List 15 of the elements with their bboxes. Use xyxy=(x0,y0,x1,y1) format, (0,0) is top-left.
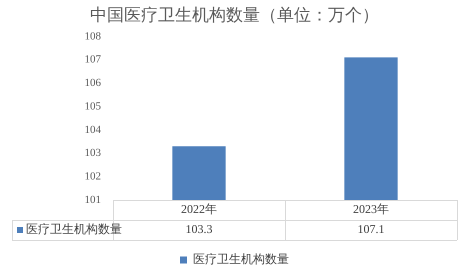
y-tick-label: 101 xyxy=(84,194,101,206)
text: 医疗卫生机构数量 xyxy=(26,222,122,236)
x-tick-label: 2022年 xyxy=(181,202,217,216)
chart-title: 中国医疗卫生机构数量（单位：万个） xyxy=(90,6,379,25)
y-tick-label: 106 xyxy=(84,77,102,90)
y-tick-label: 104 xyxy=(84,124,102,136)
x-tick-label: 2023年 xyxy=(353,202,389,216)
y-tick-label: 102 xyxy=(84,170,101,183)
legend-label: 医疗卫生机构数量 xyxy=(193,252,289,266)
data-label: 103.3 xyxy=(186,222,212,236)
y-tick-label: 107 xyxy=(84,54,102,66)
y-tick-label: 103 xyxy=(84,147,102,160)
data-label: 107.1 xyxy=(358,222,384,236)
y-tick-label: 108 xyxy=(84,30,102,42)
y-tick-label: 105 xyxy=(84,100,102,112)
